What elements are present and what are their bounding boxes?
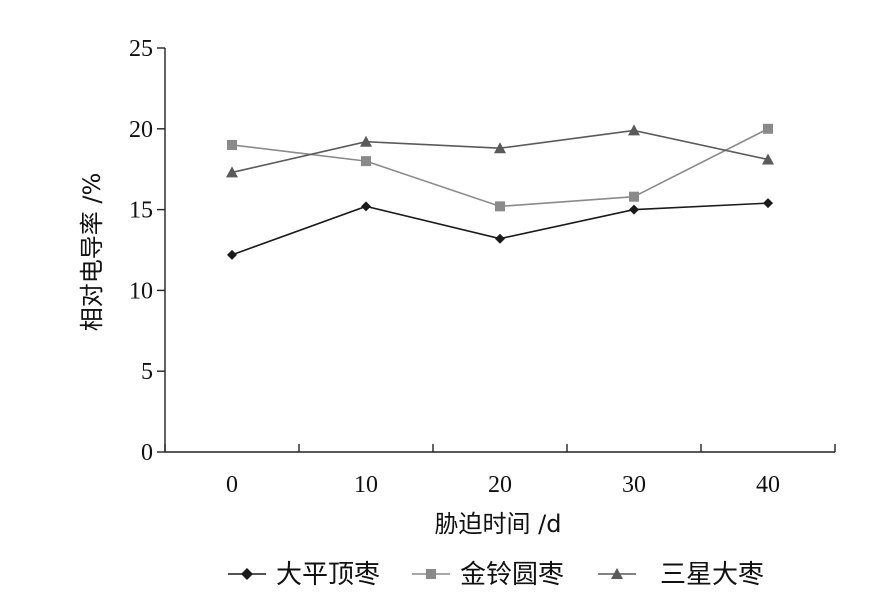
y-axis-title: 相对电导率 /% (78, 173, 106, 332)
y-tick-label: 25 (129, 36, 153, 62)
data-point (227, 249, 237, 260)
x-tick-label: 20 (488, 472, 512, 498)
series-line (231, 128, 769, 208)
series-layer (226, 123, 774, 260)
data-point (494, 142, 506, 154)
data-point (762, 153, 774, 165)
legend: 大平顶枣 金铃圆枣 三星大枣 (228, 560, 764, 590)
y-tick-label: 10 (129, 278, 153, 304)
data-point (361, 156, 371, 167)
legend-label: 三星大枣 (660, 560, 764, 590)
data-point (495, 233, 505, 244)
data-point (226, 166, 238, 178)
y-tick-label: 5 (141, 359, 153, 385)
data-point (763, 123, 773, 134)
y-tick-label: 0 (141, 440, 153, 466)
x-axis-ticks: 0 10 20 30 40 (164, 444, 836, 498)
series-3 (226, 124, 774, 178)
y-tick-label: 15 (129, 198, 153, 224)
x-tick-label: 40 (756, 472, 780, 498)
x-axis-title: 胁迫时间 /d (435, 510, 562, 538)
legend-marker-square (426, 569, 436, 579)
x-tick-label: 0 (226, 472, 238, 498)
legend-marker-diamond (241, 568, 253, 580)
legend-label: 大平顶枣 (276, 560, 380, 590)
legend-item-2: 金铃圆枣 (412, 560, 564, 590)
data-point (361, 201, 371, 212)
data-point (227, 139, 237, 150)
legend-label: 金铃圆枣 (460, 560, 564, 590)
legend-item-1: 大平顶枣 (228, 560, 380, 590)
series-1 (227, 198, 773, 260)
data-point (763, 198, 773, 209)
legend-item-3: 三星大枣 (598, 560, 764, 590)
series-2 (227, 123, 773, 212)
data-point (628, 124, 640, 136)
data-point (495, 201, 505, 212)
legend-marker-triangle (611, 568, 623, 579)
data-point (629, 191, 639, 202)
data-point (360, 135, 372, 147)
x-tick-label: 10 (354, 472, 378, 498)
x-tick-label: 30 (622, 472, 646, 498)
y-axis-ticks: 0 5 10 15 20 25 (129, 36, 165, 466)
axes (164, 48, 835, 453)
y-tick-label: 20 (129, 117, 153, 143)
data-point (629, 204, 639, 215)
